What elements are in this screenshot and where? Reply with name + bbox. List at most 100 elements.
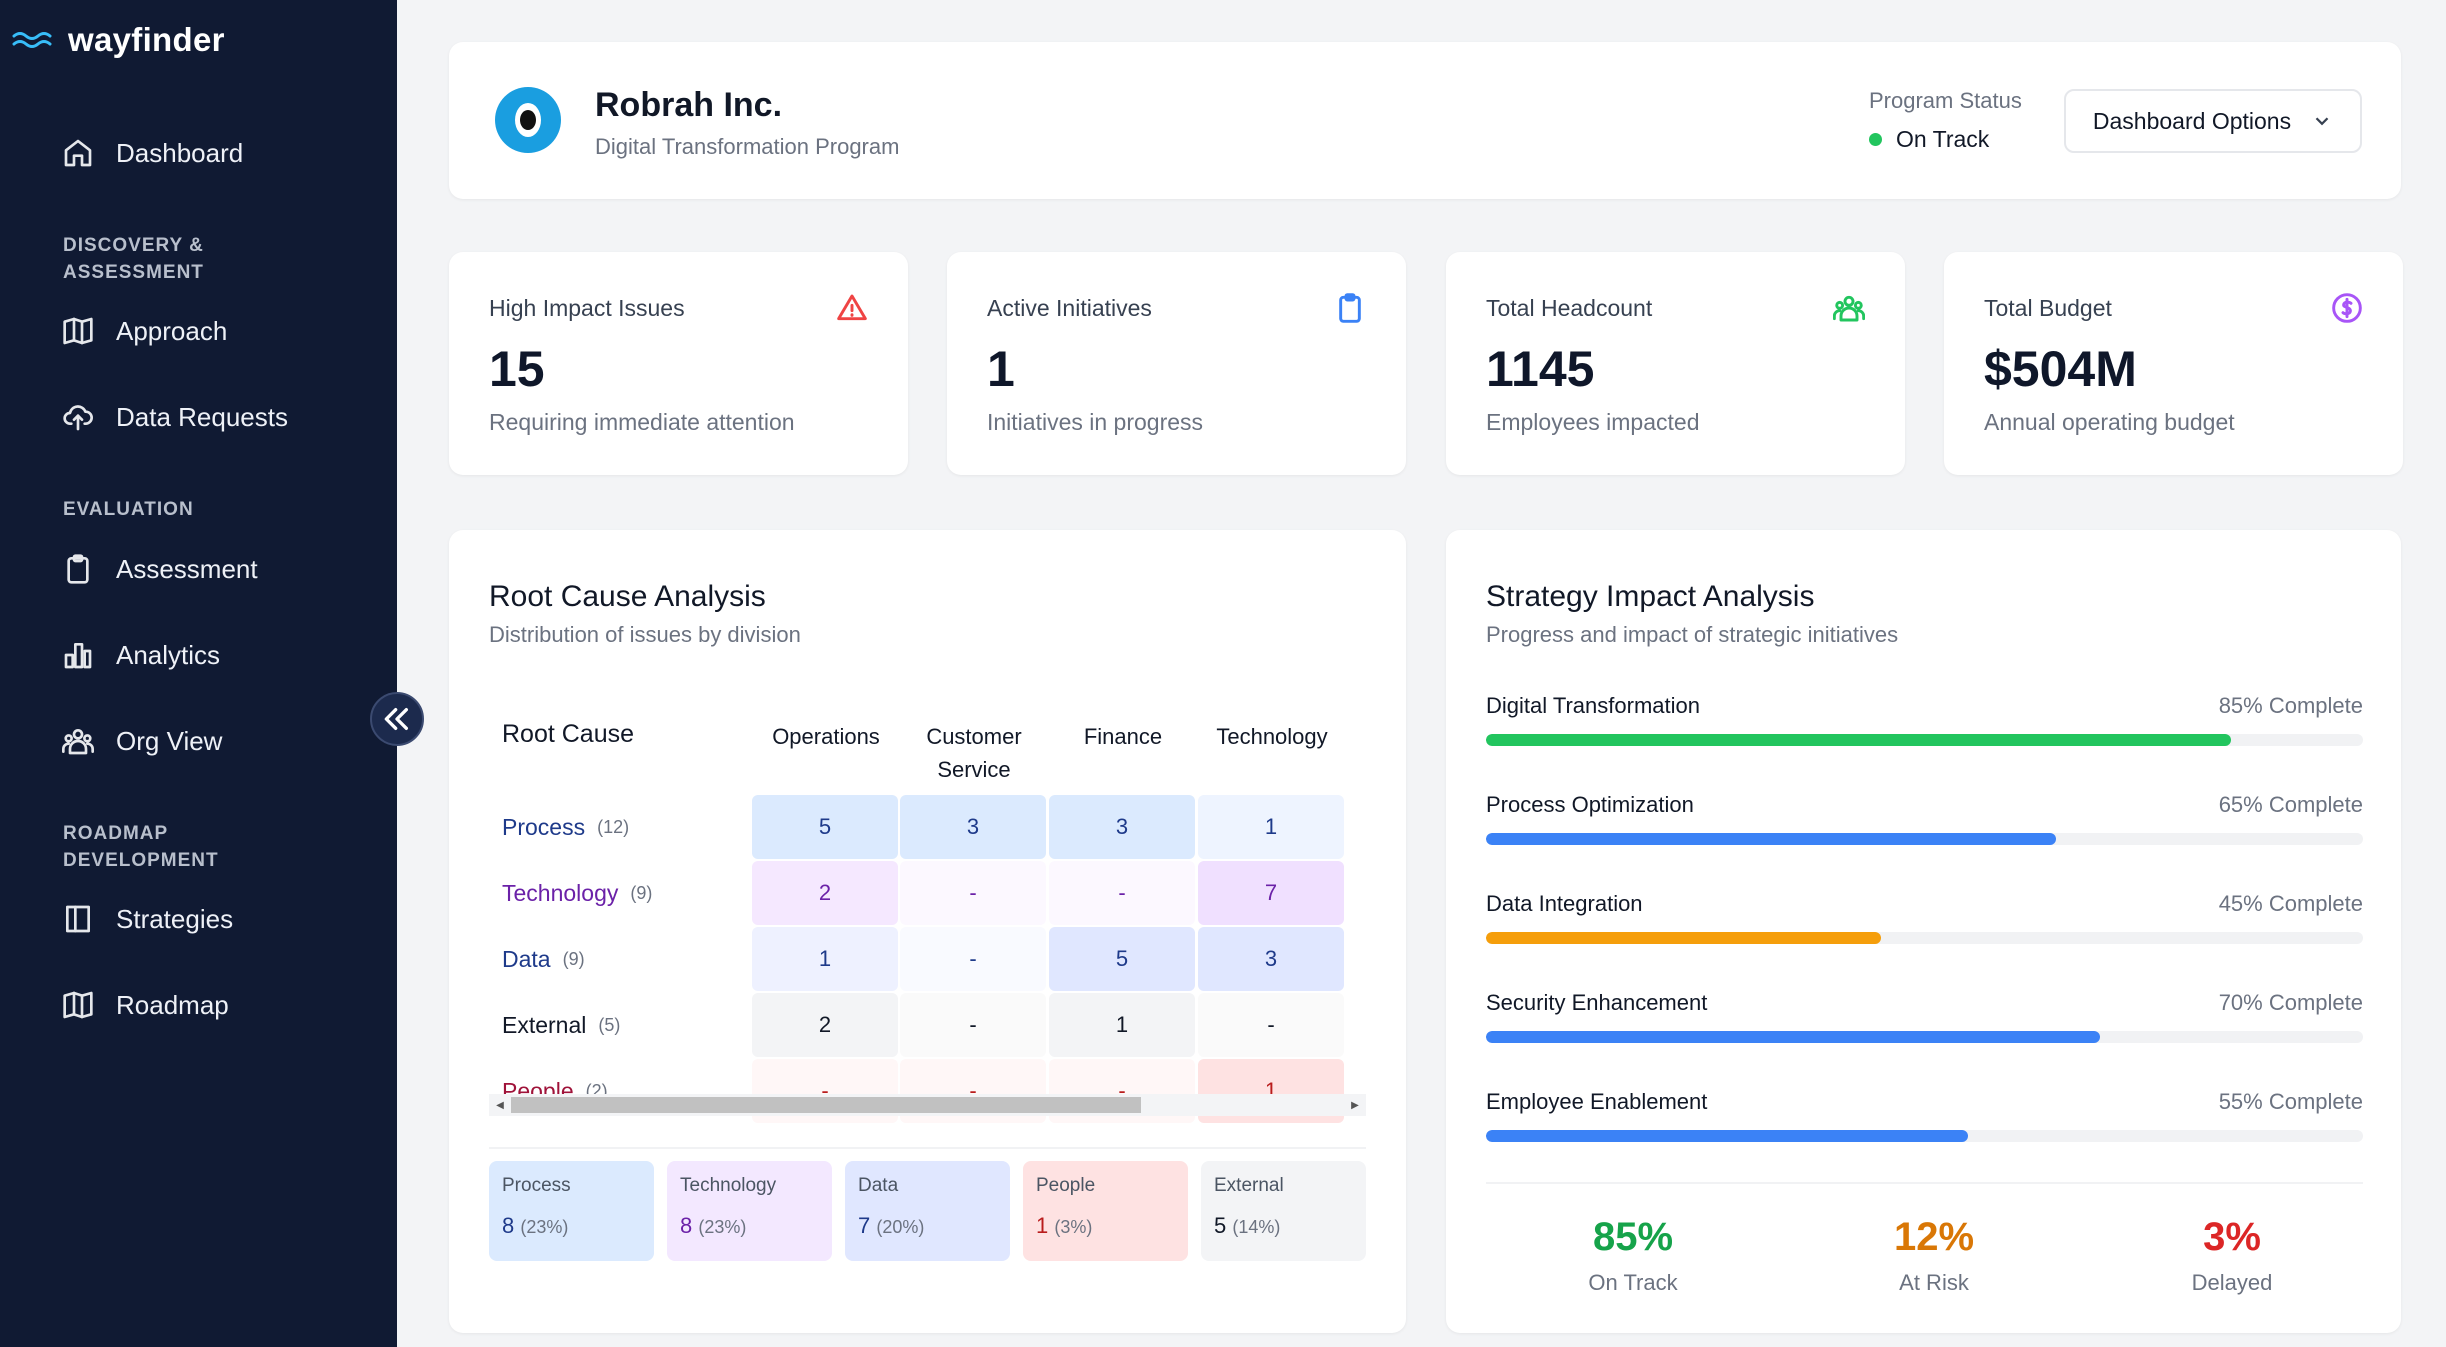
sidebar-item-label: Assessment <box>116 553 258 584</box>
legend-item-external[interactable]: External 5 (14%) <box>1201 1161 1366 1261</box>
sidebar-item-assessment[interactable]: Assessment <box>62 543 258 595</box>
column-header-customer-service: Customer Service <box>926 724 1022 782</box>
table-cell[interactable]: 5 <box>1049 927 1195 991</box>
legend-name: Process <box>502 1175 571 1196</box>
legend-value: 8 <box>680 1213 693 1238</box>
row-count: (12) <box>597 816 630 837</box>
users-icon <box>1832 295 1866 322</box>
sidebar-item-org-view[interactable]: Org View <box>62 715 222 767</box>
company-logo <box>495 87 561 153</box>
legend-name: External <box>1214 1175 1284 1196</box>
sidebar-item-label: Analytics <box>116 639 221 670</box>
progress-track <box>1486 1031 2363 1043</box>
stat-subtitle: Initiatives in progress <box>987 409 1204 435</box>
sidebar-item-data-requests[interactable]: Data Requests <box>62 391 288 443</box>
table-cell[interactable]: 1 <box>752 927 898 991</box>
scroll-left-icon[interactable]: ◀ <box>496 1099 504 1111</box>
horizontal-scrollbar[interactable]: ◀ ▶ <box>489 1094 1366 1116</box>
progress-track <box>1486 734 2363 746</box>
table-cell[interactable]: - <box>1198 993 1344 1057</box>
progress-fill <box>1486 833 2057 845</box>
column-header-finance: Finance <box>1083 724 1163 749</box>
program-name: Digital Transformation Program <box>595 134 900 159</box>
column-header-technology: Technology <box>1216 724 1328 749</box>
summary-label: On Track <box>1588 1270 1678 1295</box>
legend-percent: (3%) <box>1054 1217 1093 1237</box>
root-cause-table[interactable]: Root Cause Operations Customer Service F… <box>489 685 1366 1135</box>
table-cell[interactable]: 1 <box>1049 993 1195 1057</box>
summary-value: 3% <box>2203 1215 2261 1259</box>
table-cell[interactable]: 7 <box>1198 861 1344 925</box>
book-open-icon <box>63 317 93 345</box>
legend-item-data[interactable]: Data 7 (20%) <box>845 1161 1010 1261</box>
table-cell[interactable]: 2 <box>752 861 898 925</box>
table-cell[interactable]: - <box>1049 861 1195 925</box>
strategy-name: Digital Transformation <box>1486 693 1700 718</box>
scroll-thumb[interactable] <box>511 1097 1141 1113</box>
summary-value: 85% <box>1592 1215 1674 1259</box>
sidebar-collapse-button[interactable] <box>370 692 424 746</box>
legend-percent: (20%) <box>876 1217 925 1237</box>
column-header-root-cause: Root Cause <box>502 720 635 748</box>
stat-value: 15 <box>489 341 545 397</box>
progress-track <box>1486 1130 2363 1142</box>
legend-item-process[interactable]: Process 8 (23%) <box>489 1161 654 1261</box>
section-title: Root Cause Analysis <box>489 580 766 613</box>
row-label-data[interactable]: Data (9) <box>502 927 585 991</box>
stat-subtitle: Annual operating budget <box>1984 409 2235 435</box>
legend-percent: (23%) <box>520 1217 569 1237</box>
wave-logo-icon <box>12 32 52 48</box>
stat-subtitle: Employees impacted <box>1486 409 1700 435</box>
table-cell[interactable]: - <box>900 861 1046 925</box>
table-cell[interactable]: - <box>900 927 1046 991</box>
sidebar-item-dashboard[interactable]: Dashboard <box>62 127 243 179</box>
sidebar-item-analytics[interactable]: Analytics <box>62 629 220 681</box>
program-status-label: Program Status <box>1869 88 2022 113</box>
sidebar-item-roadmap[interactable]: Roadmap <box>62 979 229 1031</box>
brand-name: wayfinder <box>68 21 225 58</box>
stat-value: 1145 <box>1486 341 1595 397</box>
row-label-technology[interactable]: Technology (9) <box>502 861 652 925</box>
table-cell[interactable]: 1 <box>1198 795 1344 859</box>
dashboard-options-label: Dashboard Options <box>2092 107 2292 134</box>
dashboard-options-button[interactable]: Dashboard Options <box>2064 89 2362 153</box>
bar-chart-icon <box>64 643 92 669</box>
legend-item-technology[interactable]: Technology 8 (23%) <box>667 1161 832 1261</box>
strategy-percent: 85% Complete <box>2218 693 2363 718</box>
progress-fill <box>1486 1031 2100 1043</box>
nav-section-evaluation: EVALUATION <box>63 499 194 520</box>
legend-value: 8 <box>502 1213 515 1238</box>
table-cell[interactable]: - <box>900 993 1046 1057</box>
root-cause-analysis-card: Root Cause Analysis Distribution of issu… <box>449 530 1406 1333</box>
legend-name: Technology <box>680 1175 777 1196</box>
table-cell[interactable]: 3 <box>900 795 1046 859</box>
sidebar-item-approach[interactable]: Approach <box>62 305 227 357</box>
status-dot-icon <box>1869 133 1882 146</box>
sidebar-item-strategies[interactable]: Strategies <box>62 893 233 945</box>
clipboard-icon <box>1339 293 1361 323</box>
dollar-circle-icon <box>2332 293 2362 323</box>
program-header: Robrah Inc. Digital Transformation Progr… <box>449 42 2401 199</box>
users-icon <box>62 729 94 755</box>
chevrons-left-icon <box>384 708 408 730</box>
sidebar-item-label: Data Requests <box>116 401 288 432</box>
table-cell[interactable]: 3 <box>1049 795 1195 859</box>
scroll-right-icon[interactable]: ▶ <box>1351 1099 1359 1111</box>
company-name: Robrah Inc. <box>595 86 783 124</box>
row-label-external[interactable]: External (5) <box>502 993 620 1057</box>
map-icon <box>63 991 93 1019</box>
strategy-name: Employee Enablement <box>1486 1089 1708 1114</box>
table-cell[interactable]: 5 <box>752 795 898 859</box>
row-label-process[interactable]: Process (12) <box>502 795 629 859</box>
summary-value: 12% <box>1893 1215 1975 1259</box>
row-label-text: Technology <box>502 879 619 906</box>
stat-value: $504M <box>1984 341 2137 397</box>
brand[interactable]: wayfinder <box>12 20 225 60</box>
column-header-operations: Operations <box>772 724 880 749</box>
progress-fill <box>1486 734 2232 746</box>
table-cell[interactable]: 3 <box>1198 927 1344 991</box>
strategy-name: Process Optimization <box>1486 792 1694 817</box>
legend-name: Data <box>858 1175 899 1196</box>
table-cell[interactable]: 2 <box>752 993 898 1057</box>
legend-item-people[interactable]: People 1 (3%) <box>1023 1161 1188 1261</box>
